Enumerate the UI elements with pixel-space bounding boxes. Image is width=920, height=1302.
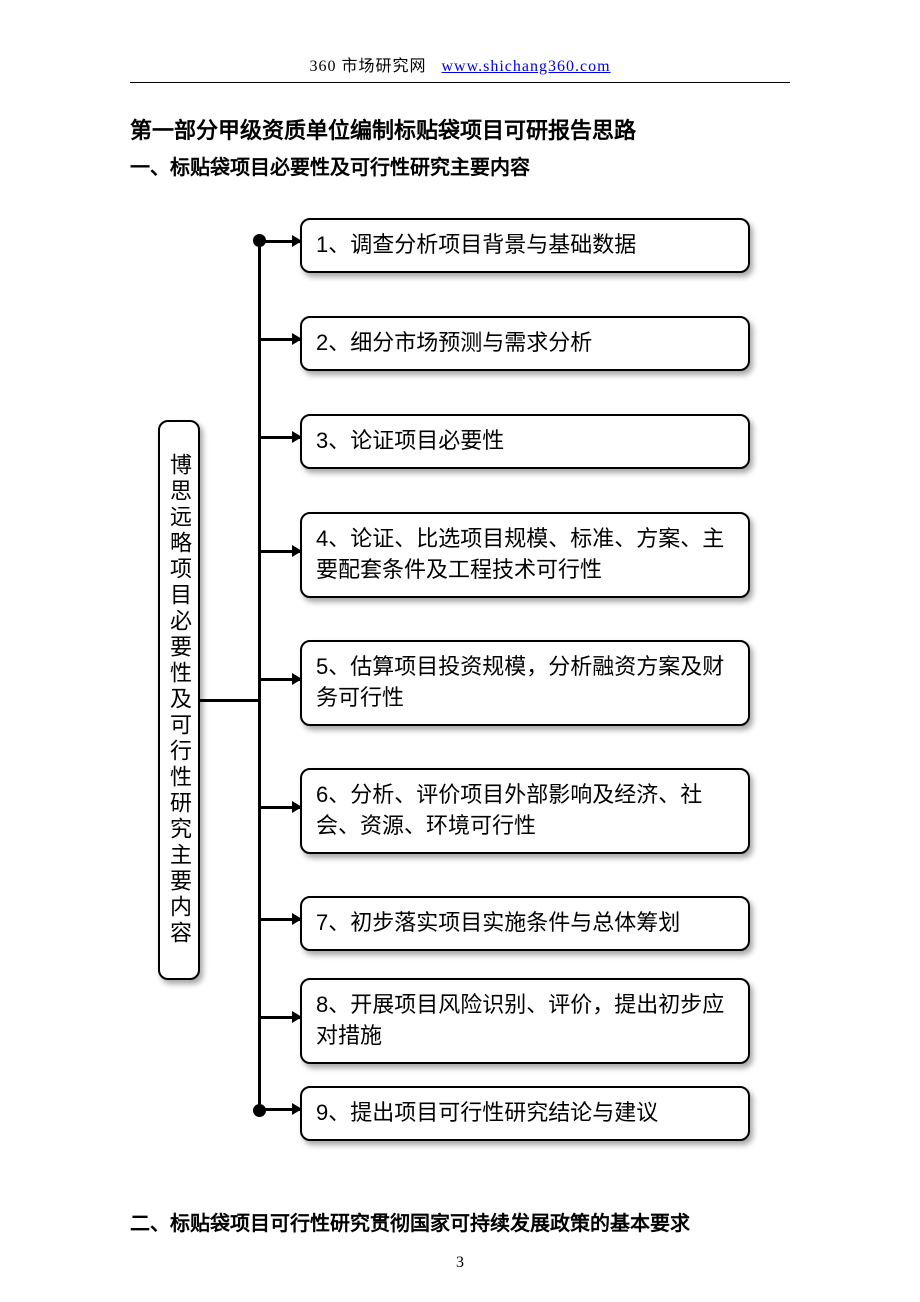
flowchart-branch-7 xyxy=(258,918,300,921)
section1-title: 一、标贴袋项目必要性及可行性研究主要内容 xyxy=(130,152,790,184)
flowchart-branch-2 xyxy=(258,338,300,341)
flowchart-branch-1 xyxy=(258,240,300,243)
flowchart-branch-8 xyxy=(258,1016,300,1019)
header-site-name: 360 市场研究网 xyxy=(309,58,426,75)
flowchart-root-label: 博思远略项目必要性及可行性研究主要内容 xyxy=(168,453,190,947)
flowchart-step-2: 2、细分市场预测与需求分析 xyxy=(300,316,750,371)
flowchart-root-node: 博思远略项目必要性及可行性研究主要内容 xyxy=(158,420,200,980)
section2-title: 二、标贴袋项目可行性研究贯彻国家可持续发展政策的基本要求 xyxy=(130,1208,690,1240)
flowchart-step-6: 6、分析、评价项目外部影响及经济、社会、资源、环境可行性 xyxy=(300,768,750,854)
flowchart: 博思远略项目必要性及可行性研究主要内容 1、调查分析项目背景与基础数据 2、细分市… xyxy=(150,210,770,1130)
header-link[interactable]: www.shichang360.com xyxy=(441,58,610,75)
flowchart-step-1: 1、调查分析项目背景与基础数据 xyxy=(300,218,750,273)
flowchart-branch-4 xyxy=(258,550,300,553)
page-header: 360 市场研究网 www.shichang360.com xyxy=(0,0,920,76)
part-title: 第一部分甲级资质单位编制标贴袋项目可研报告思路 xyxy=(130,113,790,148)
flowchart-branch-5 xyxy=(258,678,300,681)
flowchart-branch-9 xyxy=(258,1108,300,1111)
flowchart-branch-3 xyxy=(258,436,300,439)
flowchart-step-3: 3、论证项目必要性 xyxy=(300,414,750,469)
root-connector-line xyxy=(200,699,260,702)
content-area: 第一部分甲级资质单位编制标贴袋项目可研报告思路 一、标贴袋项目必要性及可行性研究… xyxy=(0,83,920,1130)
flowchart-trunk-line xyxy=(258,240,261,1110)
page-number: 3 xyxy=(0,1254,920,1272)
flowchart-step-8: 8、开展项目风险识别、评价，提出初步应对措施 xyxy=(300,978,750,1064)
flowchart-step-7: 7、初步落实项目实施条件与总体筹划 xyxy=(300,896,750,951)
flowchart-branch-6 xyxy=(258,806,300,809)
flowchart-step-4: 4、论证、比选项目规模、标准、方案、主要配套条件及工程技术可行性 xyxy=(300,512,750,598)
flowchart-step-9: 9、提出项目可行性研究结论与建议 xyxy=(300,1086,750,1141)
flowchart-step-5: 5、估算项目投资规模，分析融资方案及财务可行性 xyxy=(300,640,750,726)
